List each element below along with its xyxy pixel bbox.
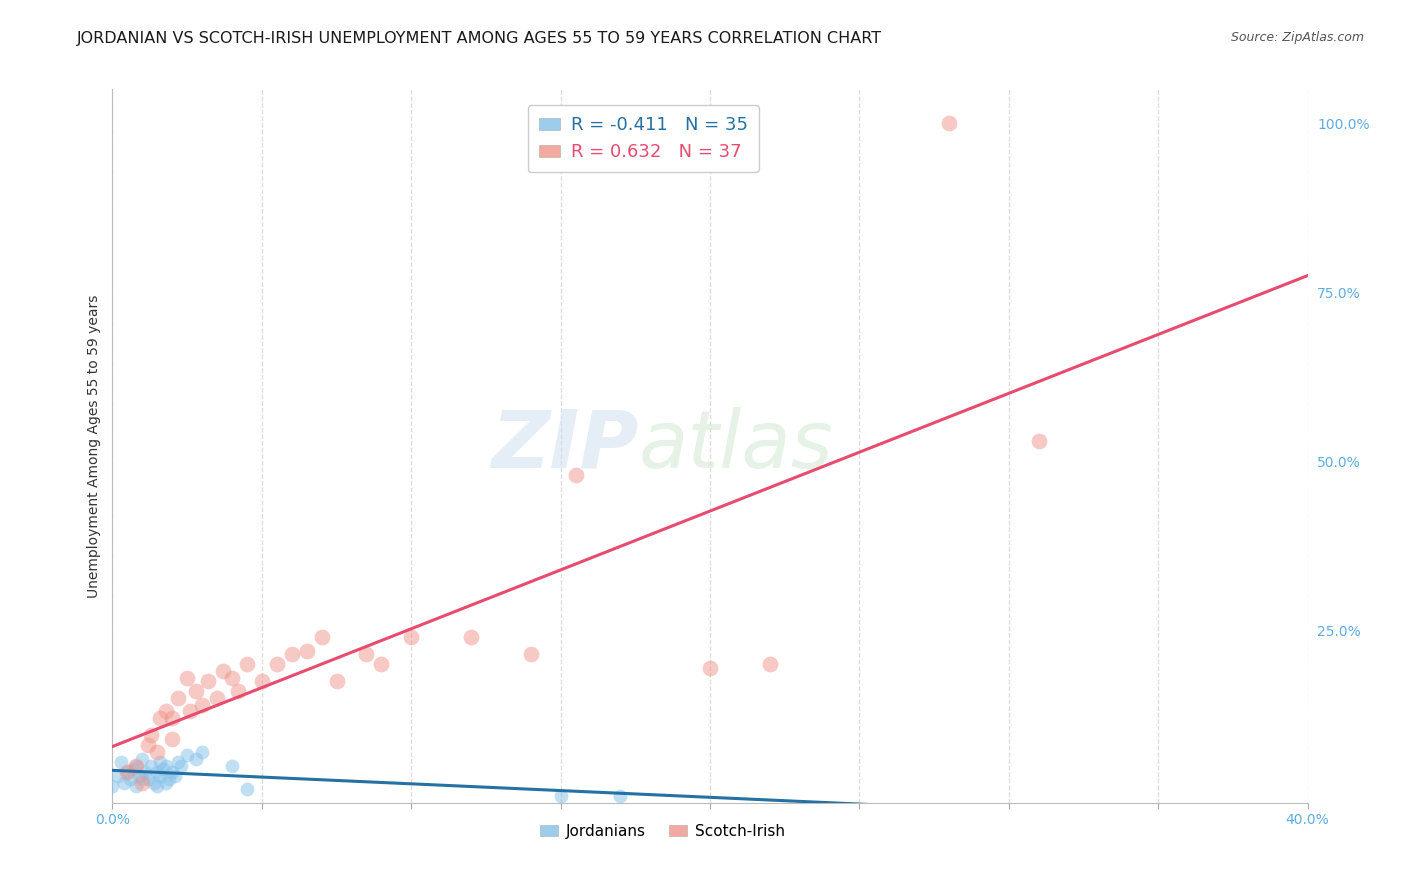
Point	[176, 671, 198, 685]
Point	[295, 643, 318, 657]
Point	[146, 745, 169, 759]
Point	[110, 756, 132, 770]
Point	[149, 756, 172, 770]
Point	[155, 705, 177, 719]
Point	[120, 772, 142, 786]
Point	[699, 660, 721, 674]
Text: atlas: atlas	[638, 407, 834, 485]
Text: Source: ZipAtlas.com: Source: ZipAtlas.com	[1230, 31, 1364, 45]
Point	[938, 116, 960, 130]
Point	[125, 758, 148, 772]
Point	[128, 769, 150, 783]
Point	[117, 765, 139, 780]
Point	[152, 762, 174, 776]
Point	[250, 674, 273, 689]
Point	[221, 671, 243, 685]
Point	[550, 789, 572, 803]
Point	[149, 711, 172, 725]
Text: JORDANIAN VS SCOTCH-IRISH UNEMPLOYMENT AMONG AGES 55 TO 59 YEARS CORRELATION CHA: JORDANIAN VS SCOTCH-IRISH UNEMPLOYMENT A…	[77, 31, 883, 46]
Point	[759, 657, 782, 672]
Point	[197, 674, 219, 689]
Point	[107, 769, 129, 783]
Point	[170, 758, 193, 772]
Point	[149, 769, 172, 783]
Point	[138, 772, 160, 786]
Point	[101, 779, 124, 793]
Point	[146, 765, 169, 780]
Point	[155, 758, 177, 772]
Point	[564, 467, 586, 482]
Point	[311, 630, 333, 644]
Legend: Jordanians, Scotch-Irish: Jordanians, Scotch-Irish	[534, 818, 790, 845]
Point	[266, 657, 288, 672]
Point	[356, 647, 378, 661]
Point	[165, 769, 187, 783]
Point	[179, 705, 201, 719]
Point	[131, 772, 153, 786]
Point	[143, 775, 166, 789]
Point	[125, 758, 148, 772]
Point	[520, 647, 543, 661]
Point	[186, 752, 208, 766]
Point	[221, 758, 243, 772]
Point	[162, 711, 183, 725]
Point	[162, 765, 183, 780]
Point	[167, 690, 190, 705]
Point	[146, 779, 169, 793]
Point	[401, 630, 423, 644]
Point	[138, 739, 160, 753]
Point	[131, 752, 153, 766]
Point	[155, 775, 177, 789]
Point	[191, 745, 214, 759]
Text: ZIP: ZIP	[491, 407, 638, 485]
Point	[191, 698, 214, 712]
Point	[122, 762, 145, 776]
Point	[157, 772, 180, 786]
Point	[370, 657, 392, 672]
Point	[186, 684, 208, 698]
Point	[609, 789, 631, 803]
Point	[167, 756, 190, 770]
Point	[141, 728, 163, 742]
Point	[134, 765, 156, 780]
Y-axis label: Unemployment Among Ages 55 to 59 years: Unemployment Among Ages 55 to 59 years	[87, 294, 101, 598]
Point	[162, 731, 183, 746]
Point	[176, 748, 198, 763]
Point	[325, 674, 347, 689]
Point	[460, 630, 482, 644]
Point	[125, 779, 148, 793]
Point	[212, 664, 235, 678]
Point	[236, 782, 259, 797]
Point	[1028, 434, 1050, 448]
Point	[281, 647, 304, 661]
Point	[131, 775, 153, 789]
Point	[117, 765, 139, 780]
Point	[205, 690, 228, 705]
Point	[236, 657, 259, 672]
Point	[226, 684, 249, 698]
Point	[114, 775, 135, 789]
Point	[141, 758, 163, 772]
